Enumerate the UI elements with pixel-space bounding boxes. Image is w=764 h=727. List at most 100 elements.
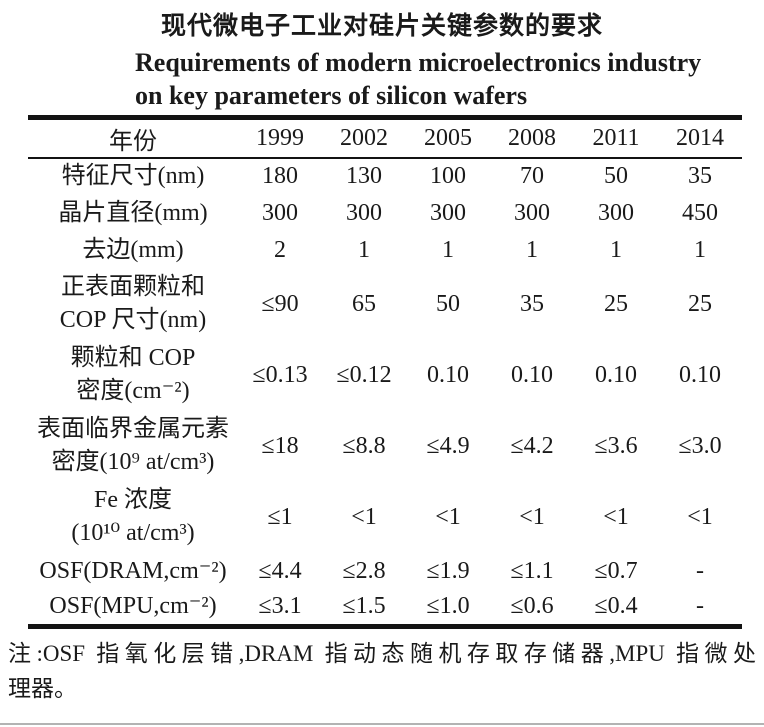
silicon-wafer-parameters-table: 年份 1999 2002 2005 2008 2011 2014 特征尺寸(nm…	[28, 115, 742, 629]
footnote-line2: 理器。	[8, 676, 77, 701]
table-row-particle-cop-density: 颗粒和 COP 密度(cm⁻²) ≤0.13 ≤0.12 0.10 0.10 0…	[28, 340, 742, 411]
row-label: 去边(mm)	[28, 232, 238, 269]
table-title-english-line1: Requirements of modern microelectronics …	[135, 48, 702, 77]
row-label-line: 特征尺寸(nm)	[61, 163, 205, 189]
table-row-front-particle-cop-size: 正表面颗粒和 COP 尺寸(nm) ≤90 65 50 35 25 25	[28, 269, 742, 340]
value-cell: -	[696, 557, 704, 584]
row-label: 晶片直径(mm)	[28, 195, 238, 232]
row-label: OSF(MPU,cm⁻²)	[28, 590, 238, 627]
row-label-line: 去边(mm)	[82, 236, 184, 263]
value-cell: 130	[346, 163, 382, 189]
row-label-line: 密度(10⁹ at/cm³)	[51, 449, 215, 475]
value-cell: ≤8.8	[342, 432, 386, 459]
row-label: 颗粒和 COP 密度(cm⁻²)	[28, 340, 238, 411]
value-cell: 25	[688, 290, 712, 317]
table-header-row: 年份 1999 2002 2005 2008 2011 2014	[28, 117, 742, 159]
scan-artifact-bottom-line	[0, 723, 764, 725]
value-cell: <1	[603, 503, 629, 530]
value-cell: 1	[694, 236, 706, 263]
value-cell: 0.10	[427, 361, 469, 388]
value-cell: ≤1.1	[510, 557, 554, 584]
value-cell: 2	[274, 236, 286, 263]
row-label-line: OSF(DRAM,cm⁻²)	[39, 557, 227, 584]
row-label: 正表面颗粒和 COP 尺寸(nm)	[28, 269, 238, 340]
value-cell: ≤3.6	[594, 432, 638, 459]
value-cell: 450	[682, 199, 718, 226]
col-header-year-label: 年份	[28, 117, 238, 159]
row-label-line: OSF(MPU,cm⁻²)	[49, 593, 217, 620]
table-row-osf-mpu: OSF(MPU,cm⁻²) ≤3.1 ≤1.5 ≤1.0 ≤0.6 ≤0.4 -	[28, 590, 742, 627]
value-cell: ≤4.2	[510, 432, 554, 459]
col-header-1999: 1999	[238, 117, 322, 159]
value-cell: 1	[358, 236, 370, 263]
value-cell: 100	[430, 163, 466, 189]
table-row-wafer-diameter: 晶片直径(mm) 300 300 300 300 300 450	[28, 195, 742, 232]
row-label-line: (10¹⁰ at/cm³)	[71, 520, 195, 546]
value-cell: <1	[435, 503, 461, 530]
value-cell: -	[696, 593, 704, 620]
value-cell: 180	[262, 163, 298, 189]
row-label-line: 表面临界金属元素	[37, 416, 229, 442]
value-cell: ≤1.0	[426, 593, 470, 620]
value-cell: ≤4.4	[258, 557, 302, 584]
value-cell: <1	[351, 503, 377, 530]
value-cell: ≤90	[261, 290, 299, 317]
value-cell: 300	[262, 199, 298, 226]
table-footnote: 注:OSF 指氧化层错,DRAM 指动态随机存取存储器,MPU 指微处 理器。	[0, 636, 764, 706]
row-label: 表面临界金属元素 密度(10⁹ at/cm³)	[28, 411, 238, 482]
table-title-english-line2: on key parameters of silicon wafers	[135, 81, 528, 110]
value-cell: 300	[598, 199, 634, 226]
table-row-osf-dram: OSF(DRAM,cm⁻²) ≤4.4 ≤2.8 ≤1.9 ≤1.1 ≤0.7 …	[28, 553, 742, 590]
value-cell: 1	[442, 236, 454, 263]
value-cell: 1	[526, 236, 538, 263]
table-row-critical-metal-density: 表面临界金属元素 密度(10⁹ at/cm³) ≤18 ≤8.8 ≤4.9 ≤4…	[28, 411, 742, 482]
value-cell: ≤1.9	[426, 557, 470, 584]
value-cell: 65	[352, 290, 376, 317]
table-title-chinese: 现代微电子工业对硅片关键参数的要求	[160, 12, 603, 40]
col-header-2002: 2002	[322, 117, 406, 159]
value-cell: 70	[520, 163, 544, 189]
row-label-line: COP 尺寸(nm)	[59, 307, 207, 333]
value-cell: 50	[436, 290, 460, 317]
table-title-english: Requirements of modern microelectronics …	[0, 46, 764, 112]
row-label-line: 颗粒和 COP	[70, 345, 196, 371]
value-cell: 25	[604, 290, 628, 317]
value-cell: ≤3.0	[678, 432, 722, 459]
col-header-2014: 2014	[658, 117, 742, 159]
row-label: OSF(DRAM,cm⁻²)	[28, 553, 238, 590]
row-label-line: 密度(cm⁻²)	[76, 378, 190, 404]
value-cell: ≤0.4	[594, 593, 638, 620]
value-cell: ≤3.1	[258, 593, 302, 620]
table-row-edge-exclusion: 去边(mm) 2 1 1 1 1 1	[28, 232, 742, 269]
col-header-2011: 2011	[574, 117, 658, 159]
value-cell: ≤18	[261, 432, 299, 459]
value-cell: <1	[687, 503, 713, 530]
value-cell: ≤0.13	[252, 361, 308, 388]
value-cell: ≤0.12	[336, 361, 392, 388]
col-header-2008: 2008	[490, 117, 574, 159]
value-cell: 35	[520, 290, 544, 317]
row-label: 特征尺寸(nm)	[28, 158, 238, 195]
row-label: Fe 浓度 (10¹⁰ at/cm³)	[28, 482, 238, 553]
value-cell: <1	[519, 503, 545, 530]
value-cell: 300	[514, 199, 550, 226]
value-cell: ≤1	[267, 503, 293, 530]
row-label-line: 晶片直径(mm)	[58, 199, 208, 226]
table-row-feature-size: 特征尺寸(nm) 180 130 100 70 50 35	[28, 158, 742, 195]
value-cell: ≤4.9	[426, 432, 470, 459]
table-row-fe-concentration: Fe 浓度 (10¹⁰ at/cm³) ≤1 <1 <1 <1 <1 <1	[28, 482, 742, 553]
value-cell: 50	[604, 163, 628, 189]
value-cell: 0.10	[511, 361, 553, 388]
col-header-2005: 2005	[406, 117, 490, 159]
value-cell: ≤2.8	[342, 557, 386, 584]
value-cell: ≤1.5	[342, 593, 386, 620]
row-label-line: Fe 浓度	[94, 487, 172, 513]
row-label-line: 正表面颗粒和	[61, 274, 205, 300]
value-cell: ≤0.6	[510, 593, 554, 620]
value-cell: 300	[430, 199, 466, 226]
value-cell: 0.10	[595, 361, 637, 388]
value-cell: 35	[688, 163, 712, 189]
value-cell: 0.10	[679, 361, 721, 388]
value-cell: 1	[610, 236, 622, 263]
